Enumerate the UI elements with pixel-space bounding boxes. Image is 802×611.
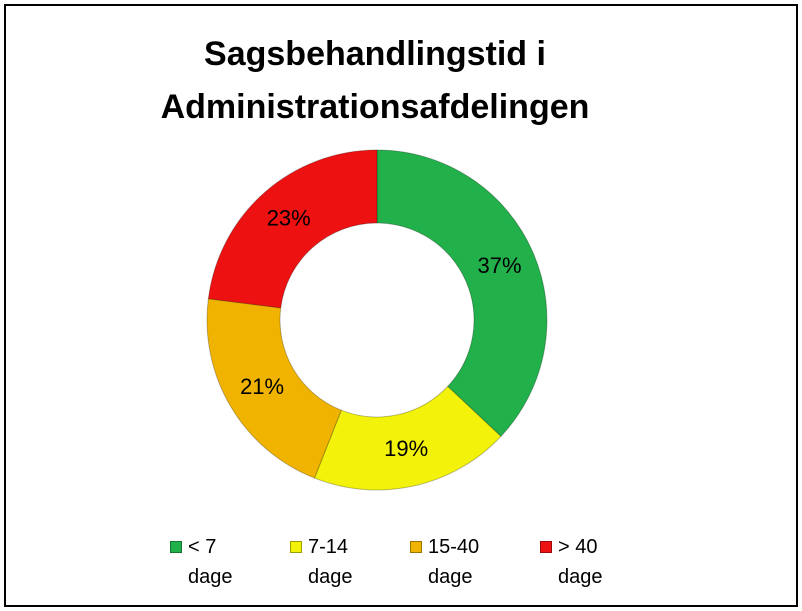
legend-marker bbox=[410, 541, 422, 553]
legend-marker bbox=[540, 541, 552, 553]
legend-item: < 7 dage bbox=[170, 532, 250, 592]
data-label: 21% bbox=[240, 374, 284, 399]
legend-label: 15-40 dage bbox=[428, 536, 480, 588]
legend-marker bbox=[170, 541, 182, 553]
legend-label: > 40 dage bbox=[558, 536, 603, 588]
donut-segment bbox=[206, 298, 342, 479]
donut-segment bbox=[207, 149, 378, 309]
data-label: 37% bbox=[477, 253, 521, 278]
donut-segment bbox=[376, 149, 548, 438]
legend-marker bbox=[290, 541, 302, 553]
chart-title: Sagsbehandlingstid i Administrationsafde… bbox=[160, 35, 590, 126]
data-label: 19% bbox=[384, 436, 428, 461]
legend-item: 15-40 dage bbox=[410, 532, 490, 592]
donut-segment bbox=[313, 385, 502, 491]
legend-label: 7-14 dage bbox=[308, 536, 353, 588]
legend-item: 7-14 dage bbox=[290, 532, 370, 592]
data-label: 23% bbox=[267, 206, 311, 231]
chart-frame bbox=[4, 4, 798, 607]
legend-label: < 7 dage bbox=[188, 536, 233, 588]
legend-item: > 40 dage bbox=[540, 532, 620, 592]
legend: < 7 dage 7-14 dage 15-40 dage > 40 dage bbox=[0, 532, 802, 602]
